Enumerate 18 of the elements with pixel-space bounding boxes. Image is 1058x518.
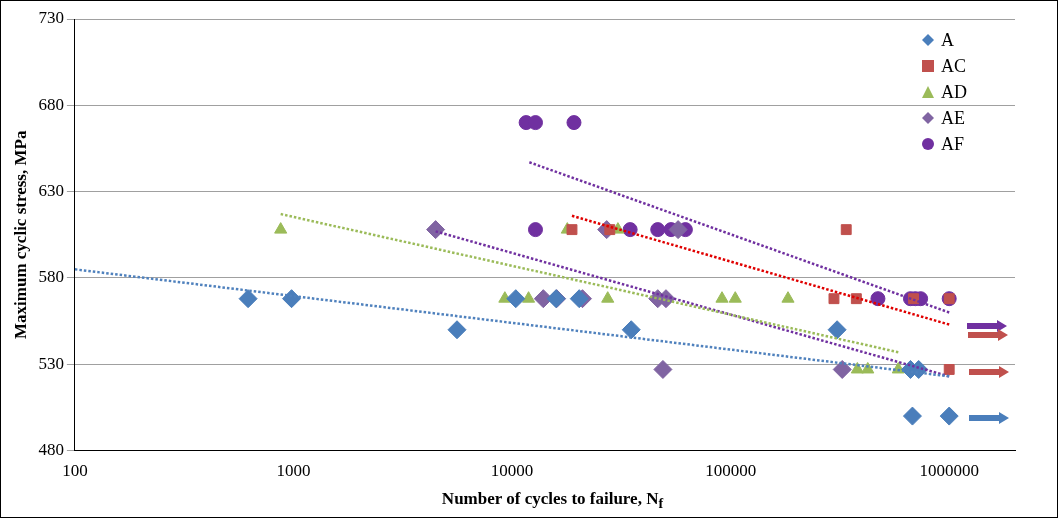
x-tick-label: 100 [62, 461, 88, 481]
y-tick-label: 730 [38, 8, 64, 28]
y-tick-label: 480 [38, 440, 64, 460]
x-axis-title: Number of cycles to failure, N$_{f}$ [440, 489, 665, 513]
x-tick-label: 10000 [490, 461, 534, 481]
x-tick-label: 100000 [705, 461, 757, 481]
legend-label: AD [941, 81, 967, 103]
y-tick-label: 580 [38, 267, 64, 287]
y-tick-label: 680 [38, 94, 64, 114]
y-tick-label: 530 [38, 353, 64, 373]
legend-label: AC [941, 55, 967, 77]
legend-label: AE [941, 107, 965, 129]
x-tick-label: 1000 [276, 461, 311, 481]
y-tick-label: 630 [38, 181, 64, 201]
legend-label: A [941, 29, 954, 51]
legend-label: AF [941, 133, 965, 155]
x-tick-label: 1000000 [919, 461, 979, 481]
y-axis-title: Maximum cyclic stress, MPa [10, 130, 30, 339]
